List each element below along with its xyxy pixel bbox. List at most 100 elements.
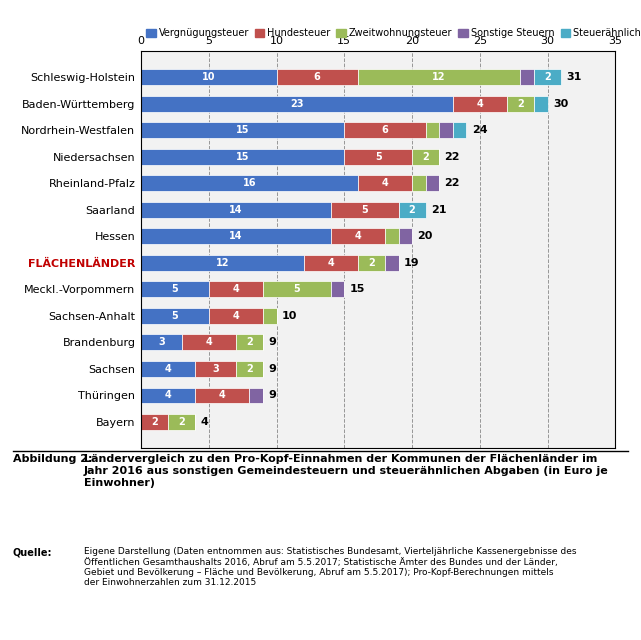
Bar (141, 255, 304, 271)
Text: 6: 6 (314, 72, 320, 82)
Text: 15: 15 (236, 152, 249, 162)
Text: 5: 5 (362, 205, 368, 215)
Text: 14: 14 (229, 205, 243, 215)
Text: 23: 23 (290, 99, 304, 109)
Text: 15: 15 (350, 284, 365, 294)
Text: 4: 4 (354, 231, 362, 241)
Text: 9: 9 (269, 390, 276, 401)
Bar (358, 255, 385, 271)
Bar (385, 255, 399, 271)
Text: 3: 3 (212, 364, 219, 374)
Text: 4: 4 (233, 284, 239, 294)
Bar (426, 122, 439, 138)
Text: Quelle:: Quelle: (13, 547, 53, 557)
Text: 9: 9 (269, 364, 276, 374)
Text: 3: 3 (158, 337, 165, 348)
Bar (141, 335, 181, 350)
Text: Eigene Darstellung (Daten entnommen aus: Statistisches Bundesamt, Vierteljährlic: Eigene Darstellung (Daten entnommen aus:… (83, 547, 576, 588)
Text: 12: 12 (433, 72, 446, 82)
Text: 9: 9 (269, 337, 276, 348)
Bar (141, 202, 331, 218)
Bar (304, 255, 358, 271)
Text: 5: 5 (294, 284, 300, 294)
Bar (358, 175, 412, 191)
Bar (331, 202, 399, 218)
Text: 4: 4 (219, 390, 226, 401)
Bar (331, 228, 385, 244)
Text: 4: 4 (205, 337, 212, 348)
Bar (412, 149, 439, 164)
Text: Ländervergleich zu den Pro-Kopf-Einnahmen der Kommunen der Flächenländer im
Jahr: Ländervergleich zu den Pro-Kopf-Einnahme… (83, 454, 608, 488)
Bar (236, 361, 263, 377)
Bar (453, 122, 466, 138)
Text: 22: 22 (445, 152, 460, 162)
Text: 2: 2 (368, 258, 375, 268)
Bar (249, 388, 263, 403)
Text: 2: 2 (409, 205, 415, 215)
Text: 4: 4 (381, 179, 388, 188)
Text: 15: 15 (236, 125, 249, 135)
Bar (196, 361, 236, 377)
Bar (263, 308, 276, 324)
Bar (534, 96, 547, 111)
Text: 2: 2 (151, 417, 158, 427)
Text: 12: 12 (215, 258, 229, 268)
Bar (141, 282, 209, 298)
Bar (399, 228, 412, 244)
Text: 6: 6 (381, 125, 388, 135)
Bar (141, 96, 453, 111)
Bar (263, 282, 331, 298)
Bar (344, 122, 426, 138)
Bar (520, 69, 534, 85)
Bar (196, 388, 249, 403)
Bar (141, 122, 344, 138)
Bar (141, 308, 209, 324)
Text: 16: 16 (243, 179, 256, 188)
Text: 2: 2 (517, 99, 524, 109)
Text: 4: 4 (201, 417, 208, 427)
Text: 5: 5 (172, 284, 178, 294)
Text: 20: 20 (417, 231, 433, 241)
Text: Abbildung 2:: Abbildung 2: (13, 454, 92, 465)
Bar (236, 335, 263, 350)
Bar (181, 335, 236, 350)
Bar (141, 228, 331, 244)
Text: 4: 4 (476, 99, 483, 109)
Text: 5: 5 (375, 152, 381, 162)
Bar (276, 69, 358, 85)
Text: 14: 14 (229, 231, 243, 241)
Text: 5: 5 (172, 311, 178, 321)
Bar (141, 149, 344, 164)
Text: 19: 19 (404, 258, 420, 268)
Text: 10: 10 (202, 72, 215, 82)
Text: 2: 2 (544, 72, 551, 82)
Text: 22: 22 (445, 179, 460, 188)
Bar (412, 175, 426, 191)
Bar (399, 202, 426, 218)
Bar (168, 414, 196, 430)
Text: 4: 4 (328, 258, 334, 268)
Legend: Vergnügungsteuer, Hundesteuer, Zweitwohnungsteuer, Sonstige Steuern, Steuerähnli: Vergnügungsteuer, Hundesteuer, Zweitwohn… (146, 28, 641, 38)
Text: 4: 4 (233, 311, 239, 321)
Bar (331, 282, 344, 298)
Text: 2: 2 (246, 337, 253, 348)
Text: 30: 30 (553, 99, 569, 109)
Bar (385, 228, 399, 244)
Bar (141, 414, 168, 430)
Bar (141, 388, 196, 403)
Bar (141, 69, 276, 85)
Text: 24: 24 (472, 125, 487, 135)
Text: 4: 4 (165, 364, 172, 374)
Bar (534, 69, 561, 85)
Text: 2: 2 (246, 364, 253, 374)
Bar (141, 361, 196, 377)
Text: 31: 31 (567, 72, 582, 82)
Bar (209, 282, 263, 298)
Text: 21: 21 (431, 205, 447, 215)
Bar (426, 175, 439, 191)
Bar (453, 96, 507, 111)
Bar (344, 149, 412, 164)
Text: 10: 10 (282, 311, 297, 321)
Bar (507, 96, 534, 111)
Bar (439, 122, 453, 138)
